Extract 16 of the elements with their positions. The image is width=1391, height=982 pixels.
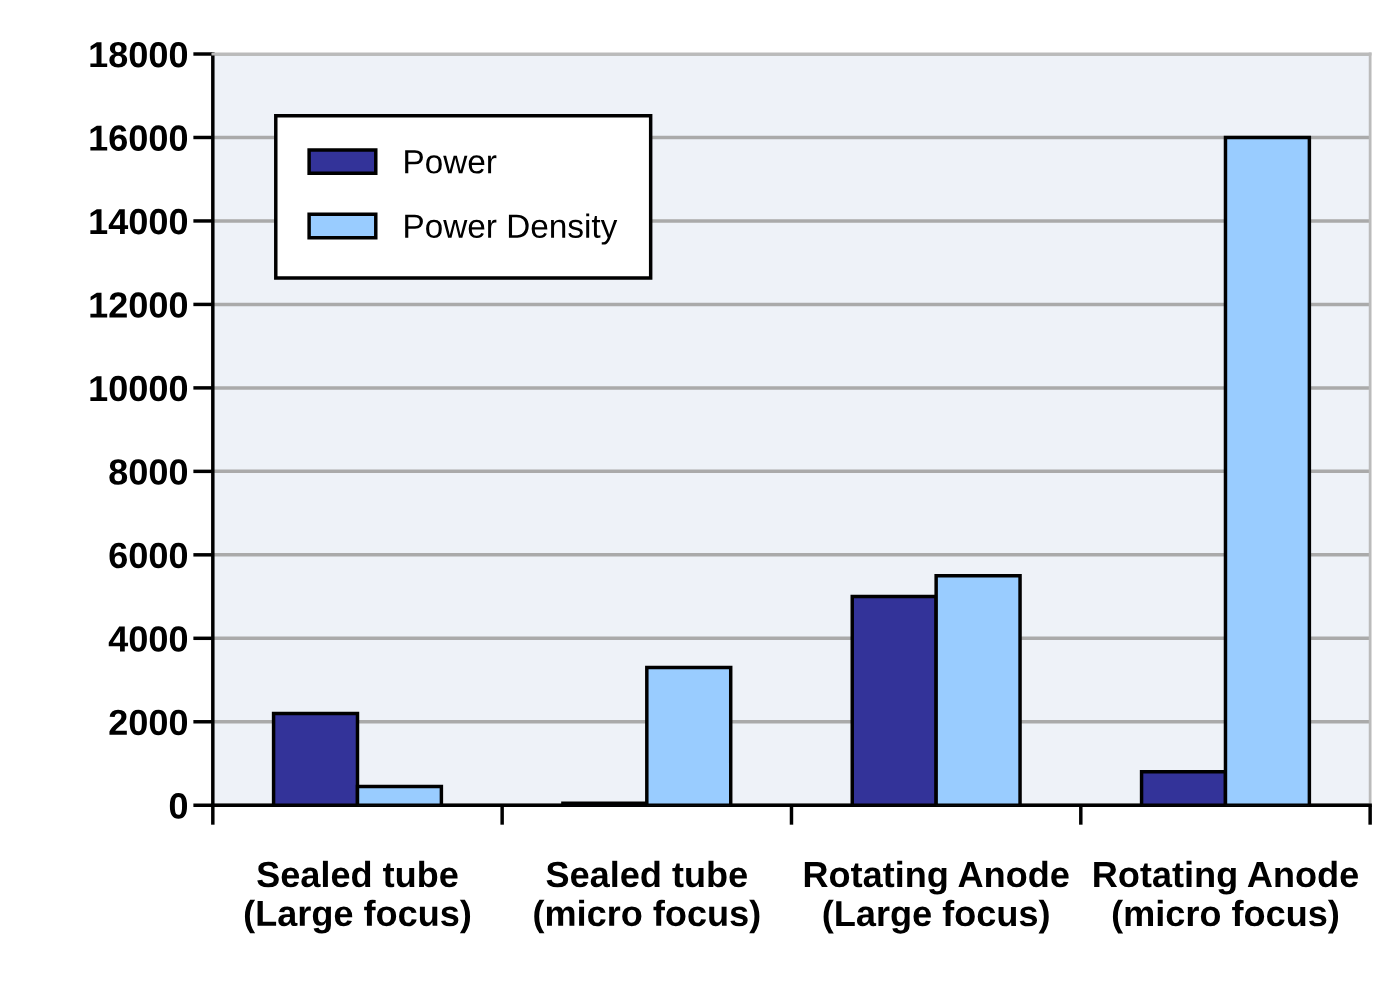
y-tick-label: 12000 bbox=[90, 292, 188, 318]
legend-label: Power bbox=[405, 150, 497, 174]
y-tick-label: 2000 bbox=[109, 709, 188, 736]
y-tick-label: 10000 bbox=[90, 375, 188, 402]
y-tick-label: 14000 bbox=[90, 208, 188, 235]
y-tick-label: 0 bbox=[169, 793, 188, 819]
y-tick-label: 8000 bbox=[109, 459, 188, 485]
y-tick-label: 16000 bbox=[90, 125, 188, 151]
y-tick-label: 4000 bbox=[108, 626, 188, 652]
y-tick-label: 6000 bbox=[109, 542, 188, 569]
x-tick-label: Sealed tube (Large focus) bbox=[244, 860, 471, 934]
legend-label: Power Density bbox=[405, 213, 618, 245]
x-tick-label: Rotating Anode (Large focus) bbox=[804, 860, 1069, 934]
y-tick-label: 18000 bbox=[90, 41, 188, 68]
x-tick-label: Rotating Anode (micro focus) bbox=[1094, 860, 1358, 934]
x-tick-label: Sealed tube (micro focus) bbox=[534, 860, 760, 934]
